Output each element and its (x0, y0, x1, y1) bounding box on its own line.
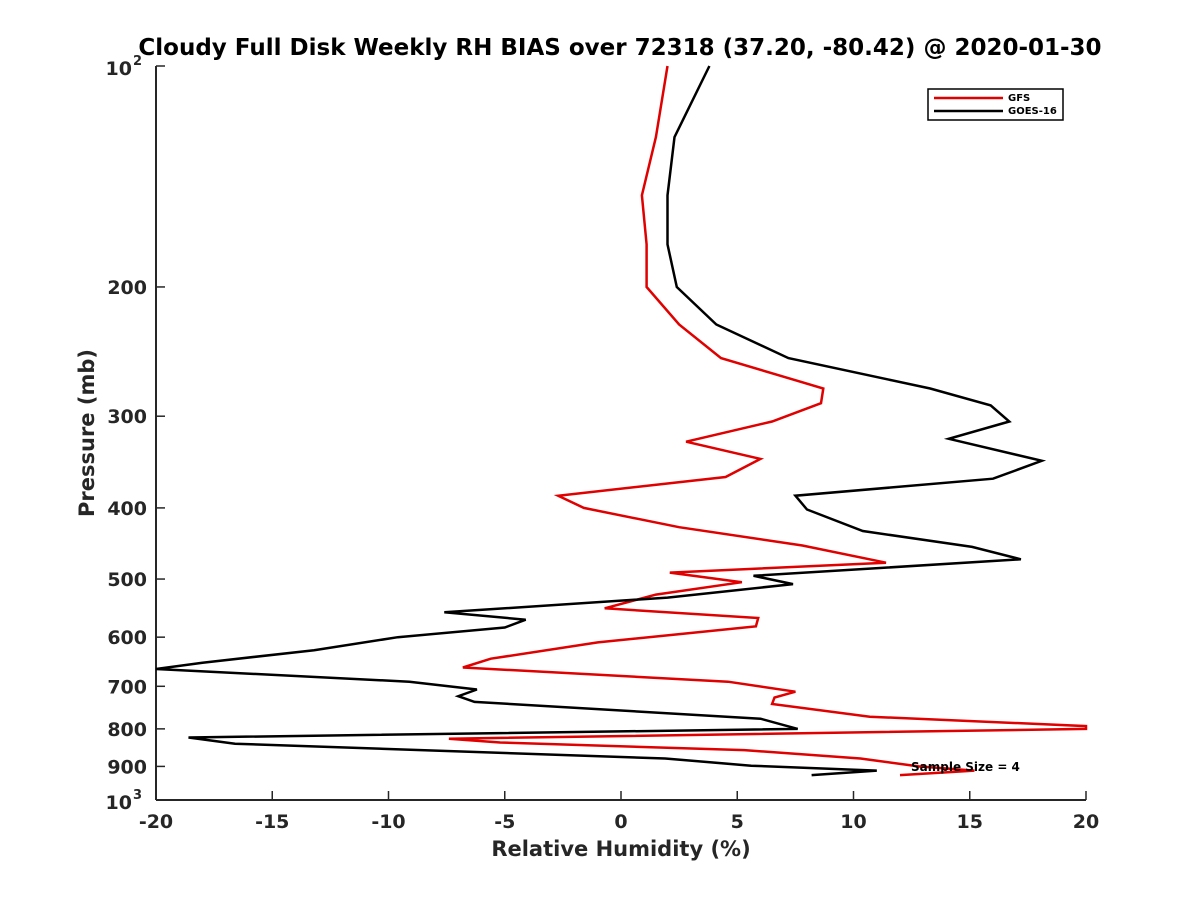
y-tick-label: 200 (107, 277, 147, 299)
series-layer (155, 65, 1088, 777)
x-tick-label: 20 (1073, 811, 1099, 833)
y-tick-label: 800 (107, 719, 147, 741)
x-axis-ticks: -20 -15 -10 -5 0 5 10 15 20 (139, 791, 1099, 833)
y-tick-label: 700 (107, 676, 147, 698)
x-tick-label: 0 (614, 811, 627, 833)
x-tick-label: 10 (840, 811, 866, 833)
x-axis-label: Relative Humidity (%) (491, 837, 750, 861)
series-line-goes16 (155, 65, 1047, 777)
y-tick-label: 500 (107, 569, 147, 591)
plot-area: -20 -15 -10 -5 0 5 10 15 20 200 300 400 500 600 700 80… (106, 54, 1100, 833)
sample-size-annotation: Sample Size = 4 (911, 760, 1020, 774)
y-tick-label-exponent: 3 (133, 788, 142, 803)
legend-label-goes16: GOES-16 (1008, 106, 1057, 117)
y-tick-label: 600 (107, 627, 147, 649)
y-tick-label: 900 (107, 756, 147, 778)
x-tick-label: 15 (957, 811, 983, 833)
x-tick-label: -20 (139, 811, 173, 833)
legend-box (927, 88, 1064, 121)
legend-label-gfs: GFS (1008, 93, 1030, 104)
y-tick-label-power: 10 (106, 58, 132, 80)
y-tick-label: 400 (107, 498, 147, 520)
y-tick-label-exponent: 2 (133, 54, 142, 69)
series-line-gfs (448, 65, 1088, 777)
x-tick-label: 5 (731, 811, 744, 833)
y-tick-label-power: 10 (106, 792, 132, 814)
chart-title: Cloudy Full Disk Weekly RH BIAS over 723… (138, 35, 1101, 61)
y-axis-label: Pressure (mb) (75, 349, 99, 517)
y-tick-label: 300 (107, 406, 147, 428)
legend: GFS GOES-16 (927, 88, 1064, 121)
x-tick-label: -5 (494, 811, 515, 833)
x-tick-label: -10 (371, 811, 405, 833)
x-tick-label: -15 (255, 811, 289, 833)
